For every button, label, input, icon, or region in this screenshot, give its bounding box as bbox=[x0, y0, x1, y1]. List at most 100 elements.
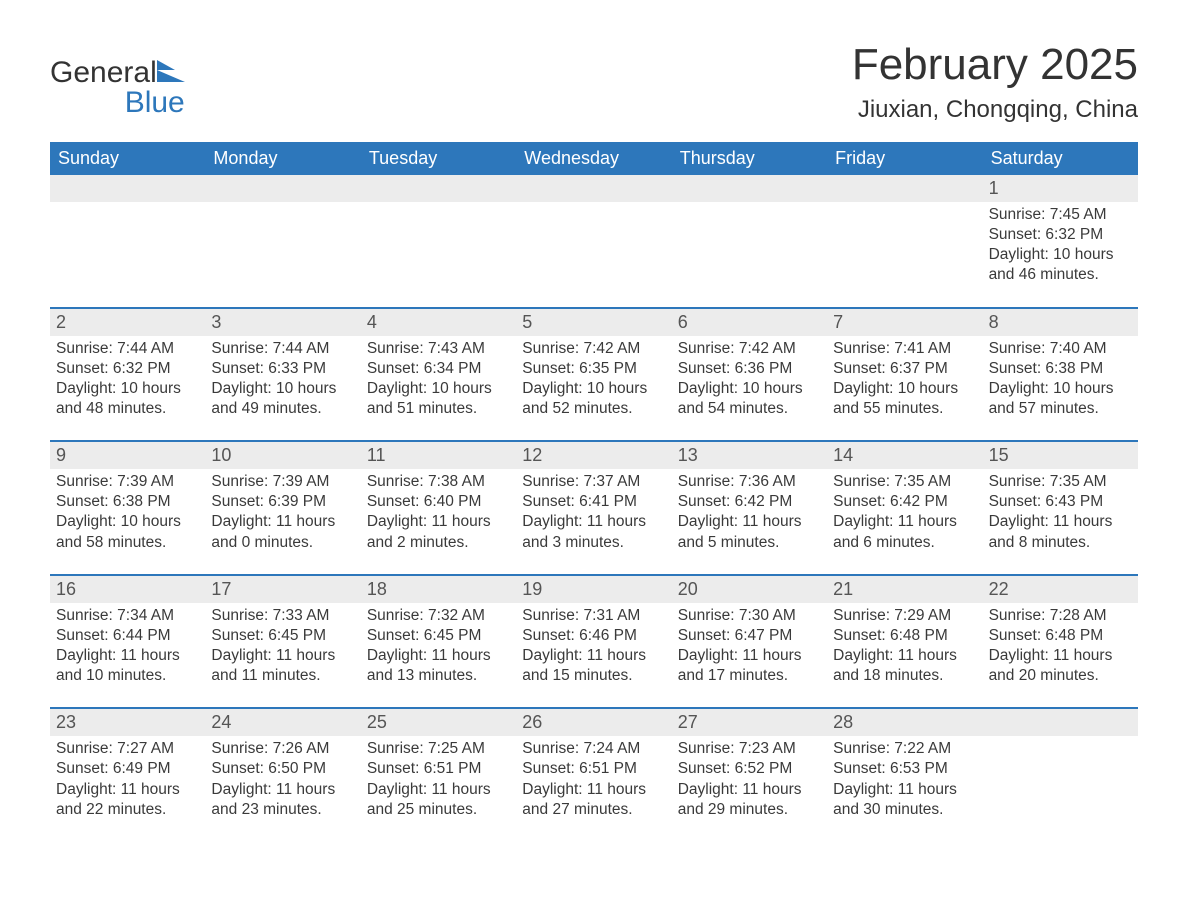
day-empty bbox=[50, 175, 205, 289]
day-body: Sunrise: 7:42 AMSunset: 6:35 PMDaylight:… bbox=[516, 336, 671, 423]
sunrise-line: Sunrise: 7:37 AM bbox=[522, 472, 665, 492]
day-empty bbox=[983, 709, 1138, 823]
sunrise-line: Sunrise: 7:44 AM bbox=[211, 339, 354, 359]
day-body: Sunrise: 7:31 AMSunset: 6:46 PMDaylight:… bbox=[516, 603, 671, 690]
day-number: 28 bbox=[827, 709, 982, 736]
day-number: 12 bbox=[516, 442, 671, 469]
daylight-line: Daylight: 11 hours and 20 minutes. bbox=[989, 646, 1132, 686]
daylight-line: Daylight: 10 hours and 46 minutes. bbox=[989, 245, 1132, 285]
daylight-line: Daylight: 11 hours and 3 minutes. bbox=[522, 512, 665, 552]
sunrise-line: Sunrise: 7:42 AM bbox=[678, 339, 821, 359]
day-11: 11Sunrise: 7:38 AMSunset: 6:40 PMDayligh… bbox=[361, 442, 516, 556]
daylight-line: Daylight: 10 hours and 48 minutes. bbox=[56, 379, 199, 419]
location: Jiuxian, Chongqing, China bbox=[852, 96, 1138, 124]
daylight-line: Daylight: 11 hours and 22 minutes. bbox=[56, 780, 199, 820]
sunrise-line: Sunrise: 7:42 AM bbox=[522, 339, 665, 359]
day-body: Sunrise: 7:43 AMSunset: 6:34 PMDaylight:… bbox=[361, 336, 516, 423]
day-24: 24Sunrise: 7:26 AMSunset: 6:50 PMDayligh… bbox=[205, 709, 360, 823]
dow-friday: Friday bbox=[827, 142, 982, 175]
sunrise-line: Sunrise: 7:33 AM bbox=[211, 606, 354, 626]
day-body: Sunrise: 7:44 AMSunset: 6:33 PMDaylight:… bbox=[205, 336, 360, 423]
day-number bbox=[516, 175, 671, 202]
week-row: 2Sunrise: 7:44 AMSunset: 6:32 PMDaylight… bbox=[50, 307, 1138, 423]
day-number: 1 bbox=[983, 175, 1138, 202]
sunrise-line: Sunrise: 7:23 AM bbox=[678, 739, 821, 759]
sunset-line: Sunset: 6:33 PM bbox=[211, 359, 354, 379]
day-number: 16 bbox=[50, 576, 205, 603]
sunset-line: Sunset: 6:51 PM bbox=[367, 759, 510, 779]
sunset-line: Sunset: 6:36 PM bbox=[678, 359, 821, 379]
daylight-line: Daylight: 11 hours and 25 minutes. bbox=[367, 780, 510, 820]
sunrise-line: Sunrise: 7:34 AM bbox=[56, 606, 199, 626]
day-body: Sunrise: 7:22 AMSunset: 6:53 PMDaylight:… bbox=[827, 736, 982, 823]
dow-sunday: Sunday bbox=[50, 142, 205, 175]
daylight-line: Daylight: 10 hours and 51 minutes. bbox=[367, 379, 510, 419]
daylight-line: Daylight: 11 hours and 23 minutes. bbox=[211, 780, 354, 820]
day-number: 5 bbox=[516, 309, 671, 336]
logo-line2: Blue bbox=[125, 86, 185, 119]
sunset-line: Sunset: 6:38 PM bbox=[989, 359, 1132, 379]
logo-text: General Blue bbox=[50, 58, 185, 118]
sunset-line: Sunset: 6:46 PM bbox=[522, 626, 665, 646]
sunset-line: Sunset: 6:45 PM bbox=[211, 626, 354, 646]
day-5: 5Sunrise: 7:42 AMSunset: 6:35 PMDaylight… bbox=[516, 309, 671, 423]
sunrise-line: Sunrise: 7:43 AM bbox=[367, 339, 510, 359]
sunset-line: Sunset: 6:53 PM bbox=[833, 759, 976, 779]
dow-tuesday: Tuesday bbox=[361, 142, 516, 175]
day-body: Sunrise: 7:38 AMSunset: 6:40 PMDaylight:… bbox=[361, 469, 516, 556]
sunrise-line: Sunrise: 7:45 AM bbox=[989, 205, 1132, 225]
sunset-line: Sunset: 6:35 PM bbox=[522, 359, 665, 379]
day-10: 10Sunrise: 7:39 AMSunset: 6:39 PMDayligh… bbox=[205, 442, 360, 556]
day-body: Sunrise: 7:42 AMSunset: 6:36 PMDaylight:… bbox=[672, 336, 827, 423]
day-number: 14 bbox=[827, 442, 982, 469]
day-body: Sunrise: 7:25 AMSunset: 6:51 PMDaylight:… bbox=[361, 736, 516, 823]
sunrise-line: Sunrise: 7:41 AM bbox=[833, 339, 976, 359]
day-number: 19 bbox=[516, 576, 671, 603]
daylight-line: Daylight: 10 hours and 54 minutes. bbox=[678, 379, 821, 419]
sunrise-line: Sunrise: 7:28 AM bbox=[989, 606, 1132, 626]
sunrise-line: Sunrise: 7:31 AM bbox=[522, 606, 665, 626]
day-body: Sunrise: 7:32 AMSunset: 6:45 PMDaylight:… bbox=[361, 603, 516, 690]
day-17: 17Sunrise: 7:33 AMSunset: 6:45 PMDayligh… bbox=[205, 576, 360, 690]
dow-wednesday: Wednesday bbox=[516, 142, 671, 175]
day-number: 18 bbox=[361, 576, 516, 603]
day-number: 11 bbox=[361, 442, 516, 469]
sunset-line: Sunset: 6:43 PM bbox=[989, 492, 1132, 512]
month-title: February 2025 bbox=[852, 40, 1138, 90]
daylight-line: Daylight: 11 hours and 13 minutes. bbox=[367, 646, 510, 686]
header: General Blue February 2025 Jiuxian, Chon… bbox=[50, 40, 1138, 138]
sunset-line: Sunset: 6:47 PM bbox=[678, 626, 821, 646]
sunset-line: Sunset: 6:44 PM bbox=[56, 626, 199, 646]
dow-header: SundayMondayTuesdayWednesdayThursdayFrid… bbox=[50, 142, 1138, 175]
day-number bbox=[361, 175, 516, 202]
day-3: 3Sunrise: 7:44 AMSunset: 6:33 PMDaylight… bbox=[205, 309, 360, 423]
sunset-line: Sunset: 6:40 PM bbox=[367, 492, 510, 512]
weeks-container: 1Sunrise: 7:45 AMSunset: 6:32 PMDaylight… bbox=[50, 175, 1138, 823]
day-body: Sunrise: 7:37 AMSunset: 6:41 PMDaylight:… bbox=[516, 469, 671, 556]
sunrise-line: Sunrise: 7:32 AM bbox=[367, 606, 510, 626]
flag-icon bbox=[157, 58, 185, 88]
day-12: 12Sunrise: 7:37 AMSunset: 6:41 PMDayligh… bbox=[516, 442, 671, 556]
day-1: 1Sunrise: 7:45 AMSunset: 6:32 PMDaylight… bbox=[983, 175, 1138, 289]
logo-line1: General bbox=[50, 56, 157, 89]
sunrise-line: Sunrise: 7:36 AM bbox=[678, 472, 821, 492]
day-number bbox=[983, 709, 1138, 736]
day-body: Sunrise: 7:35 AMSunset: 6:43 PMDaylight:… bbox=[983, 469, 1138, 556]
sunset-line: Sunset: 6:41 PM bbox=[522, 492, 665, 512]
day-empty bbox=[672, 175, 827, 289]
day-number: 4 bbox=[361, 309, 516, 336]
day-body: Sunrise: 7:28 AMSunset: 6:48 PMDaylight:… bbox=[983, 603, 1138, 690]
sunset-line: Sunset: 6:48 PM bbox=[989, 626, 1132, 646]
sunset-line: Sunset: 6:49 PM bbox=[56, 759, 199, 779]
sunrise-line: Sunrise: 7:40 AM bbox=[989, 339, 1132, 359]
sunrise-line: Sunrise: 7:25 AM bbox=[367, 739, 510, 759]
dow-saturday: Saturday bbox=[983, 142, 1138, 175]
week-row: 9Sunrise: 7:39 AMSunset: 6:38 PMDaylight… bbox=[50, 440, 1138, 556]
sunset-line: Sunset: 6:50 PM bbox=[211, 759, 354, 779]
daylight-line: Daylight: 11 hours and 8 minutes. bbox=[989, 512, 1132, 552]
day-body: Sunrise: 7:27 AMSunset: 6:49 PMDaylight:… bbox=[50, 736, 205, 823]
day-empty bbox=[205, 175, 360, 289]
week-row: 23Sunrise: 7:27 AMSunset: 6:49 PMDayligh… bbox=[50, 707, 1138, 823]
day-number: 9 bbox=[50, 442, 205, 469]
daylight-line: Daylight: 11 hours and 5 minutes. bbox=[678, 512, 821, 552]
